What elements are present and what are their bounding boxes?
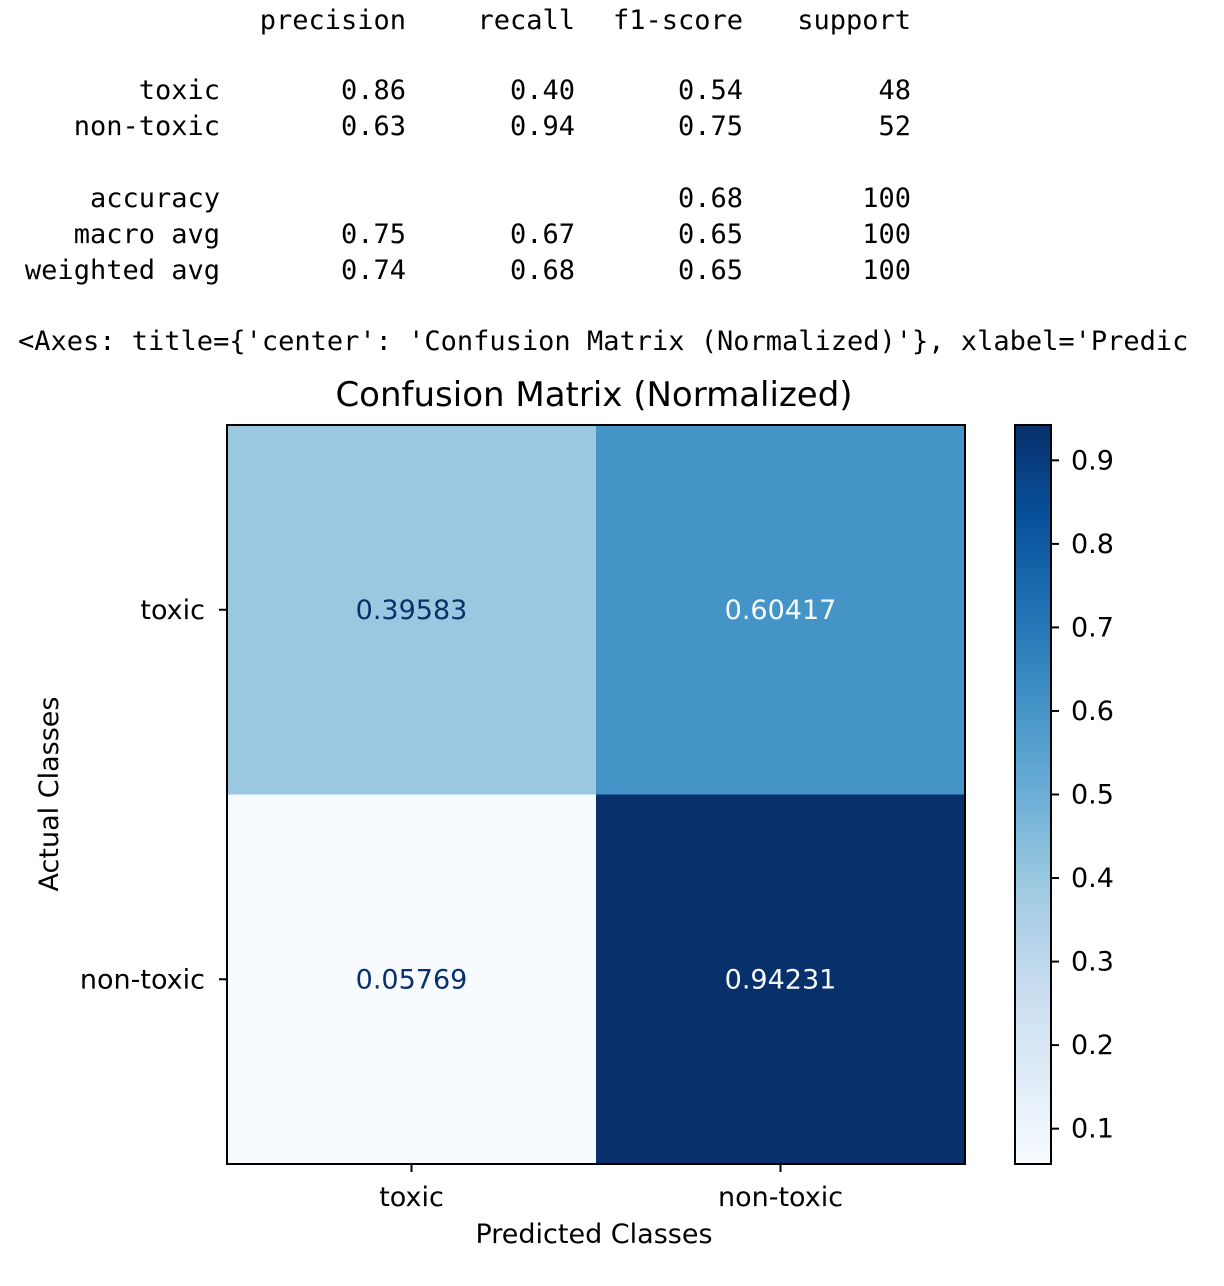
row-support: 100 [862, 183, 911, 214]
axes-repr-output: <Axes: title={'center': 'Confusion Matri… [18, 326, 1189, 357]
colorbar-tick-label: 0.8 [1071, 529, 1114, 560]
row-recall: 0.67 [509, 219, 575, 250]
colorbar [1014, 424, 1052, 1165]
row-recall: 0.40 [509, 75, 575, 106]
cell-value-label: 0.05769 [356, 964, 468, 995]
heatmap-cell [596, 794, 965, 1164]
heatmap-cells: 0.39583 0.60417 0.05769 0.94231 [227, 425, 965, 1164]
row-support: 48 [878, 75, 911, 106]
colorbar-tick-label: 0.5 [1071, 780, 1114, 811]
heatmap-cell [596, 425, 965, 795]
row-f1: 0.54 [677, 75, 743, 106]
row-label: toxic [138, 75, 220, 106]
heatmap-cell [227, 425, 596, 795]
row-f1: 0.65 [677, 255, 743, 286]
colorbar-tick-label: 0.3 [1071, 947, 1114, 978]
row-f1: 0.68 [677, 183, 743, 214]
colorbar-tick-label: 0.6 [1071, 696, 1114, 727]
row-label: accuracy [89, 183, 220, 214]
row-precision: 0.63 [340, 111, 406, 142]
cell-value-label: 0.39583 [356, 595, 468, 626]
x-tick-label: toxic [379, 1182, 444, 1213]
plot-frame [226, 424, 966, 1165]
row-label: weighted avg [24, 255, 220, 286]
x-axis: toxic non-toxic [379, 1164, 843, 1213]
header-support: support [797, 5, 911, 36]
header-precision: precision [259, 5, 406, 36]
row-support: 100 [862, 255, 911, 286]
colorbar-tick-label: 0.2 [1071, 1030, 1114, 1061]
chart-title: Confusion Matrix (Normalized) [335, 375, 852, 415]
row-precision: 0.74 [340, 255, 406, 286]
row-support: 52 [878, 111, 911, 142]
x-axis-label: Predicted Classes [475, 1219, 712, 1250]
row-support: 100 [862, 219, 911, 250]
y-tick-label: toxic [140, 595, 205, 626]
header-f1-score: f1-score [612, 5, 743, 36]
colorbar-tick-label: 0.7 [1071, 612, 1114, 643]
row-precision: 0.86 [340, 75, 406, 106]
x-tick-label: non-toxic [718, 1182, 843, 1213]
y-tick-label: non-toxic [80, 964, 205, 995]
header-recall: recall [477, 5, 575, 36]
heatmap-cell [227, 794, 596, 1164]
cell-value-label: 0.94231 [725, 964, 837, 995]
row-label: macro avg [73, 219, 220, 250]
confusion-matrix-chart: Confusion Matrix (Normalized) 0.39583 0.6… [34, 375, 1114, 1250]
classification-report: precision recall f1-score support toxic … [0, 0, 1224, 300]
row-recall: 0.68 [509, 255, 575, 286]
y-axis-label: Actual Classes [34, 697, 65, 892]
colorbar-ticks: 0.1 0.2 0.3 0.4 0.5 0.6 0.7 0.8 0.9 [1051, 445, 1114, 1145]
colorbar-tick-label: 0.1 [1071, 1114, 1114, 1145]
row-f1: 0.75 [677, 111, 743, 142]
colorbar-tick-label: 0.4 [1071, 863, 1114, 894]
cell-value-label: 0.60417 [725, 595, 837, 626]
y-axis: toxic non-toxic [80, 595, 227, 995]
row-f1: 0.65 [677, 219, 743, 250]
row-recall: 0.94 [509, 111, 575, 142]
row-label: non-toxic [73, 111, 220, 142]
colorbar-tick-label: 0.9 [1071, 445, 1114, 476]
row-precision: 0.75 [340, 219, 406, 250]
